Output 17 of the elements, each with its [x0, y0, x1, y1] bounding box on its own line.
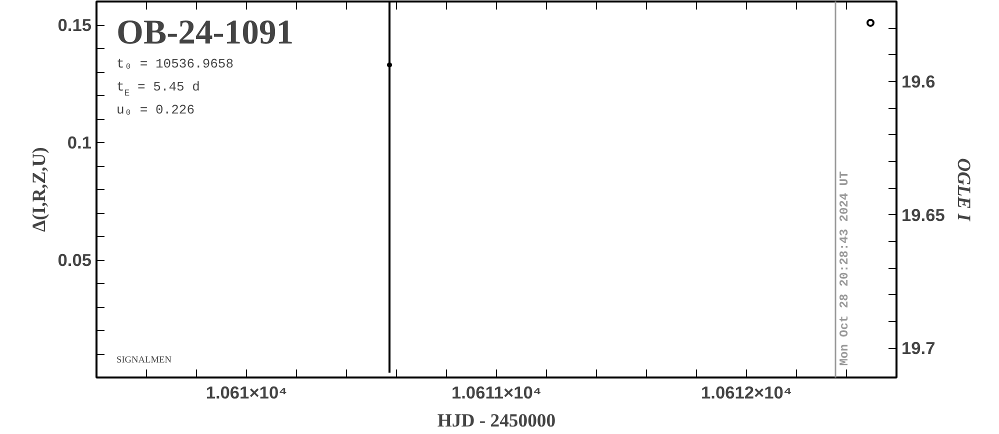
x-axis-title: HJD - 2450000 — [437, 410, 556, 432]
y2-tick-label: 19.6 — [902, 72, 936, 92]
annotation: SIGNALMEN — [116, 356, 172, 366]
y2-tick-label: 19.7 — [902, 338, 936, 358]
annotation: t₀ = 10536.9658 — [116, 56, 234, 72]
y-tick-label: 0.05 — [58, 250, 92, 270]
y-axis-title: Δ(I,R,Z,U) — [28, 147, 50, 232]
chart-title: OB-24-1091 — [116, 14, 294, 52]
y2-tick-label: 19.65 — [902, 204, 946, 225]
y-tick-label: 0.1 — [67, 132, 92, 152]
y-tick-label: 0.15 — [58, 15, 92, 35]
annotation: u₀ = 0.226 — [116, 102, 195, 118]
x-tick-label: 1.0611×10⁴ — [451, 382, 542, 402]
x-tick-label: 1.0612×10⁴ — [701, 382, 792, 402]
x-tick-label: 1.061×10⁴ — [206, 382, 288, 402]
annotation: Mon Oct 28 20:28:43 2024 UT — [838, 171, 852, 366]
y2-axis-title: OGLE I — [952, 158, 974, 222]
